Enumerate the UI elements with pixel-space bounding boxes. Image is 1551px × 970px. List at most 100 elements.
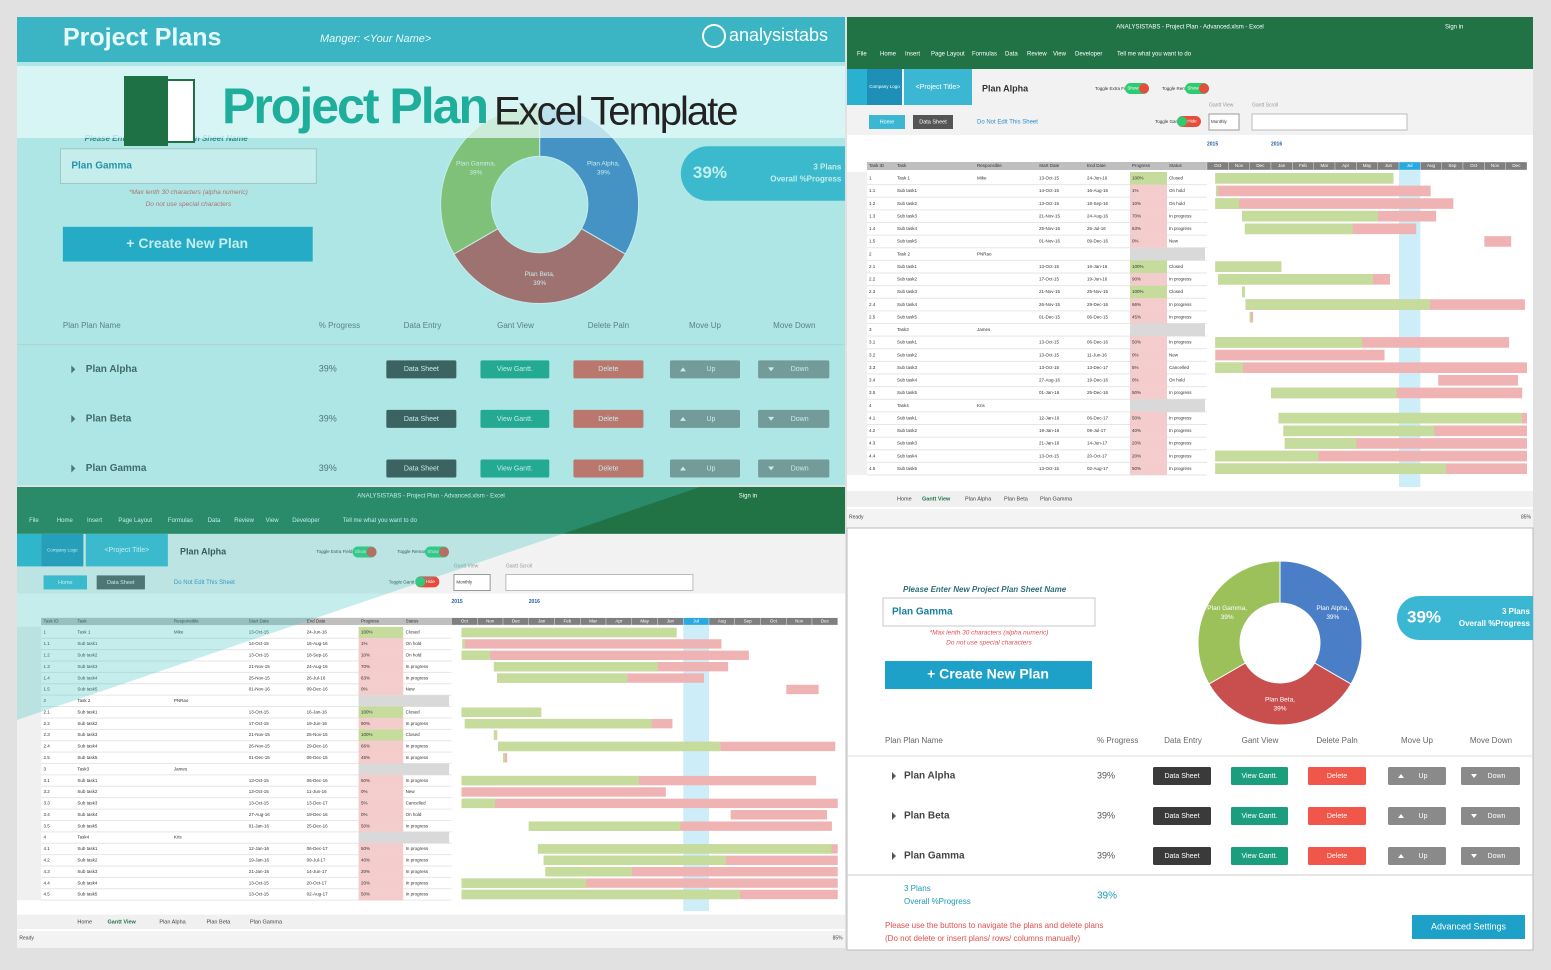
button-up[interactable] xyxy=(1388,807,1446,825)
cell: 3 xyxy=(869,327,872,332)
gantt-bar-remaining xyxy=(1284,438,1527,449)
sheet-tab[interactable]: Plan Alpha xyxy=(159,919,186,925)
cell: 19-Dec-16 xyxy=(307,812,329,817)
slice-value: 39% xyxy=(1273,706,1286,713)
month-label: May xyxy=(1363,163,1372,168)
view-dropdown[interactable] xyxy=(453,574,491,592)
column-header: Gant View xyxy=(1242,736,1279,745)
gantt-bar-remaining xyxy=(1215,450,1527,462)
create-button[interactable] xyxy=(62,226,313,262)
input-box[interactable] xyxy=(882,597,1096,627)
button-gantt[interactable] xyxy=(1231,847,1288,865)
button-delete[interactable] xyxy=(1308,807,1366,825)
month-label: Jan xyxy=(1278,163,1286,168)
progress-cell xyxy=(1130,424,1167,438)
cell: Sub task4 xyxy=(897,226,918,231)
button-data[interactable] xyxy=(1153,847,1211,865)
button-data[interactable] xyxy=(386,409,457,428)
progress-cell xyxy=(1130,172,1167,185)
button-data[interactable] xyxy=(1153,807,1211,825)
button-gantt[interactable] xyxy=(480,459,550,478)
cell: 2.3 xyxy=(44,732,51,737)
view-dropdown[interactable] xyxy=(1208,113,1240,131)
home-button[interactable] xyxy=(43,575,88,590)
home-button[interactable] xyxy=(869,115,905,129)
gantt-bar-done xyxy=(1215,337,1363,348)
button-down[interactable] xyxy=(1461,847,1520,865)
button-up[interactable] xyxy=(669,409,740,428)
cell: Sub task3 xyxy=(897,289,918,294)
cell: In progress xyxy=(1169,302,1192,307)
cell: 13-Dec-17 xyxy=(307,801,329,806)
button-delete[interactable] xyxy=(573,360,644,379)
button-data[interactable] xyxy=(386,360,457,379)
button-down[interactable] xyxy=(758,409,830,428)
cell: In progress xyxy=(406,664,429,669)
gantt-bar-remaining xyxy=(1215,185,1431,197)
create-button[interactable] xyxy=(885,661,1092,689)
gantt-bar-done xyxy=(1215,173,1394,184)
button-gantt[interactable] xyxy=(1231,807,1288,825)
sheet-tab[interactable]: Gantt View xyxy=(108,919,137,925)
button-up[interactable] xyxy=(669,459,740,478)
input-box[interactable] xyxy=(59,148,317,184)
button-gantt[interactable] xyxy=(1231,767,1288,785)
cell: Sub task4 xyxy=(897,302,918,307)
cell: In progress xyxy=(1169,441,1192,446)
button-up[interactable] xyxy=(1388,767,1446,785)
button-delete[interactable] xyxy=(1308,847,1366,865)
button-delete[interactable] xyxy=(573,459,644,478)
data-sheet-button[interactable] xyxy=(913,115,953,129)
gantt-bar-remaining xyxy=(1484,236,1512,247)
cell: 3.4 xyxy=(869,378,876,383)
cell: 17-Oct-15 xyxy=(249,721,270,726)
cell: Cancelled xyxy=(406,801,427,806)
progress-cell xyxy=(1130,310,1167,324)
cell: 06-Dec-17 xyxy=(1087,415,1109,420)
data-sheet-button[interactable] xyxy=(96,575,145,590)
scrollbar[interactable] xyxy=(505,574,694,592)
column-header: Delete Paln xyxy=(1316,736,1357,745)
button-label: Down xyxy=(791,416,809,423)
sheet-tab[interactable]: Home xyxy=(897,496,912,502)
column-header: Start Date xyxy=(1039,163,1060,168)
sheet-tab[interactable]: Home xyxy=(77,919,92,925)
month-label: Nov xyxy=(486,619,495,624)
sheet-tab[interactable]: Plan Alpha xyxy=(965,496,992,502)
cell: In progress xyxy=(1169,415,1192,420)
sheet-tab[interactable]: Plan Beta xyxy=(206,919,231,925)
button-down[interactable] xyxy=(758,459,830,478)
button-delete[interactable] xyxy=(1308,767,1366,785)
cell: 13-Oct-15 xyxy=(1039,201,1060,206)
button-up[interactable] xyxy=(669,360,740,379)
cell: James xyxy=(977,327,991,332)
excel-icon xyxy=(124,76,168,146)
cell: 2.2 xyxy=(44,721,51,726)
sheet-tab[interactable]: Plan Beta xyxy=(1004,496,1029,502)
button-down[interactable] xyxy=(758,360,830,379)
progress-cell xyxy=(1130,209,1167,223)
month-label: Dec xyxy=(512,619,521,624)
advanced-button[interactable] xyxy=(1412,915,1525,939)
button-down[interactable] xyxy=(1461,807,1520,825)
button-data[interactable] xyxy=(386,459,457,478)
cell: In progress xyxy=(406,892,429,897)
button-gantt[interactable] xyxy=(480,409,550,428)
button-gantt[interactable] xyxy=(480,360,550,379)
sheet-tab[interactable]: Gantt View xyxy=(922,496,951,502)
cell: 3.3 xyxy=(869,365,876,370)
cell: Sub task1 xyxy=(77,709,98,714)
button-data[interactable] xyxy=(1153,767,1211,785)
cell: In progress xyxy=(1169,226,1192,231)
scrollbar[interactable] xyxy=(1251,113,1408,131)
sheet-tab[interactable]: Plan Gamma xyxy=(1040,496,1073,502)
cell: In progress xyxy=(406,846,429,851)
column-header: Progress xyxy=(1132,163,1151,168)
month-label: Sep xyxy=(744,619,753,624)
gantt-bar-done xyxy=(543,855,726,866)
button-down[interactable] xyxy=(1461,767,1520,785)
cell: Sub task1 xyxy=(897,188,918,193)
button-up[interactable] xyxy=(1388,847,1446,865)
button-delete[interactable] xyxy=(573,409,644,428)
sheet-tab[interactable]: Plan Gamma xyxy=(250,919,283,925)
